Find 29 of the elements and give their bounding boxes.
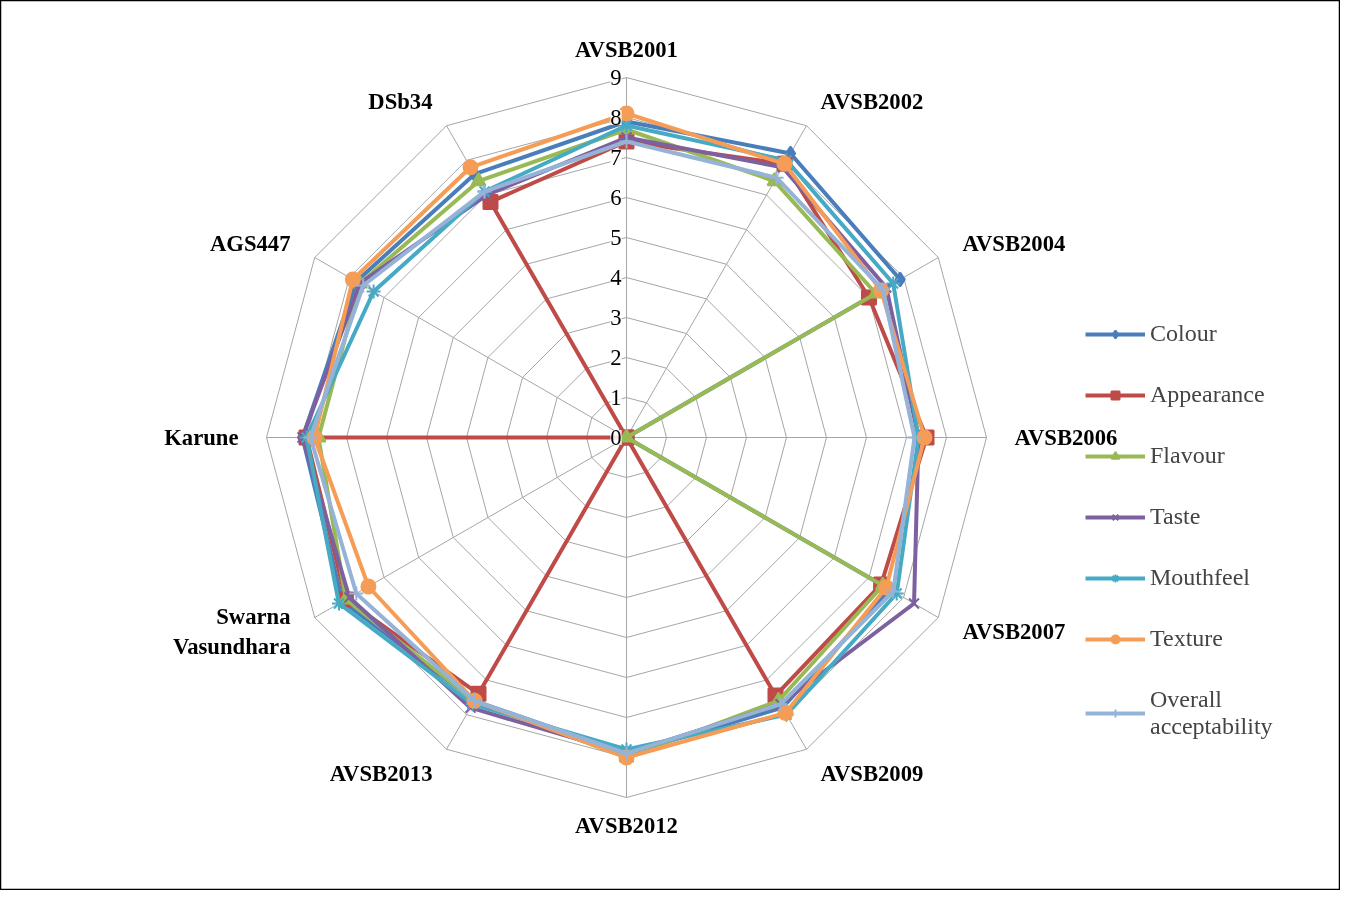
y-tick-label: 8	[610, 105, 622, 130]
y-tick-label: 0	[610, 425, 622, 450]
spoke-label: AVSB2002	[820, 88, 924, 114]
spoke-label: AGS447	[209, 231, 291, 256]
spoke-label: DSb34	[368, 88, 433, 114]
y-tick-label: 9	[610, 65, 622, 90]
legend-label: Taste	[1150, 503, 1201, 530]
spoke-label: AVSB2013	[329, 761, 433, 787]
y-tick-label: 1	[610, 385, 622, 410]
spoke-label: AVSB2009	[820, 761, 924, 787]
y-tick-label: 6	[610, 185, 622, 210]
y-tick-label: 2	[610, 345, 622, 370]
legend-label: Colour	[1150, 320, 1217, 347]
spoke-label: AVSB2004	[962, 231, 1066, 256]
spoke-label: Swarna Vasundhara	[172, 604, 291, 659]
legend-label: Flavour	[1150, 442, 1225, 469]
y-tick-label: 5	[610, 225, 622, 250]
legend-label: Mouthfeel	[1150, 564, 1250, 591]
y-tick-label: 4	[610, 265, 622, 290]
spoke-label: AVSB2007	[962, 619, 1066, 644]
spoke-label: AVSB2001	[575, 37, 678, 62]
legend-label: Texture	[1150, 625, 1223, 652]
legend-label: Appearance	[1150, 381, 1265, 408]
y-tick-label: 7	[610, 145, 622, 170]
spoke-label: Karune	[164, 425, 239, 450]
legend-label: Overall acceptability	[1150, 686, 1273, 740]
spoke-label: AVSB2006	[1014, 425, 1118, 450]
spoke-label: AVSB2012	[575, 813, 678, 838]
y-tick-label: 3	[610, 305, 622, 330]
